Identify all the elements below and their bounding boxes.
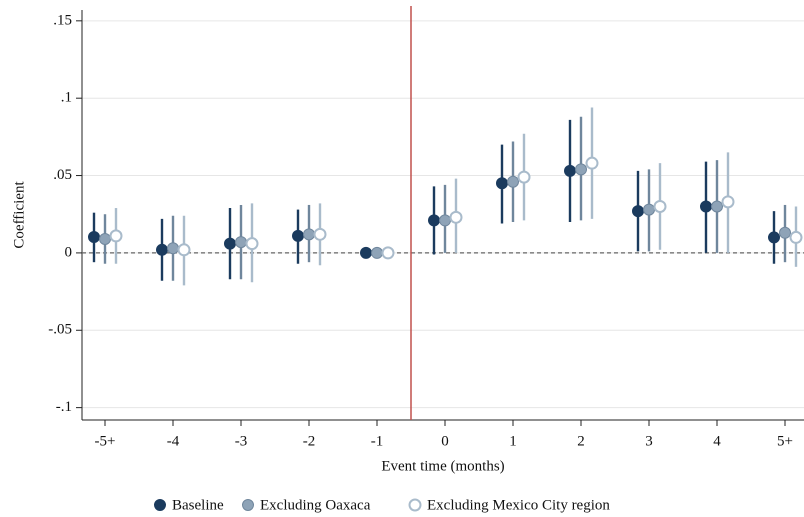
x-tick-label: 1	[509, 433, 517, 449]
point	[721, 195, 735, 209]
point	[496, 177, 508, 190]
x-tick-label: -2	[303, 433, 316, 449]
x-tick-label: 3	[645, 433, 653, 449]
point	[360, 246, 372, 259]
point	[700, 200, 712, 213]
point	[585, 156, 599, 170]
y-tick-label: .1	[61, 90, 72, 106]
point	[167, 242, 179, 255]
point	[632, 205, 644, 218]
legend-label: Excluding Oaxaca	[260, 497, 371, 513]
point	[235, 236, 247, 249]
point	[439, 214, 451, 227]
x-tick-label: 2	[577, 433, 585, 449]
point	[564, 164, 576, 177]
y-tick-label: -.05	[48, 322, 72, 338]
y-tick-label: 0	[65, 244, 73, 260]
legend-marker	[154, 499, 166, 511]
x-tick-label: -1	[371, 433, 384, 449]
y-tick-label: -.1	[56, 399, 72, 415]
x-tick-label: 0	[441, 433, 449, 449]
x-tick-label: 4	[713, 433, 721, 449]
y-tick-label: .05	[53, 167, 72, 183]
x-axis-title: Event time (months)	[381, 458, 504, 474]
legend-label: Baseline	[172, 497, 224, 513]
point	[371, 246, 383, 259]
point	[292, 229, 304, 242]
point	[449, 210, 463, 224]
point	[177, 243, 191, 257]
point	[99, 232, 111, 245]
point	[156, 243, 168, 256]
point	[313, 227, 327, 241]
point	[779, 226, 791, 239]
x-tick-label: -4	[167, 433, 180, 449]
x-tick-label: -5+	[95, 433, 116, 449]
legend-label: Excluding Mexico City region	[427, 497, 610, 513]
point	[224, 237, 236, 250]
point	[428, 214, 440, 227]
point	[768, 231, 780, 244]
y-tick-label: .15	[53, 12, 72, 28]
y-axis-title: Coefficient	[11, 181, 27, 249]
legend-marker	[408, 498, 422, 512]
x-tick-label: -3	[235, 433, 248, 449]
point	[575, 163, 587, 176]
x-tick-label: 5+	[777, 433, 793, 449]
legend-marker	[242, 499, 254, 511]
point	[381, 246, 395, 260]
point	[303, 228, 315, 241]
point	[507, 175, 519, 188]
point	[653, 199, 667, 213]
point	[517, 170, 531, 184]
point	[88, 230, 100, 243]
point	[109, 229, 123, 243]
point	[711, 200, 723, 213]
point	[643, 203, 655, 216]
point	[789, 230, 803, 244]
point	[245, 237, 259, 251]
